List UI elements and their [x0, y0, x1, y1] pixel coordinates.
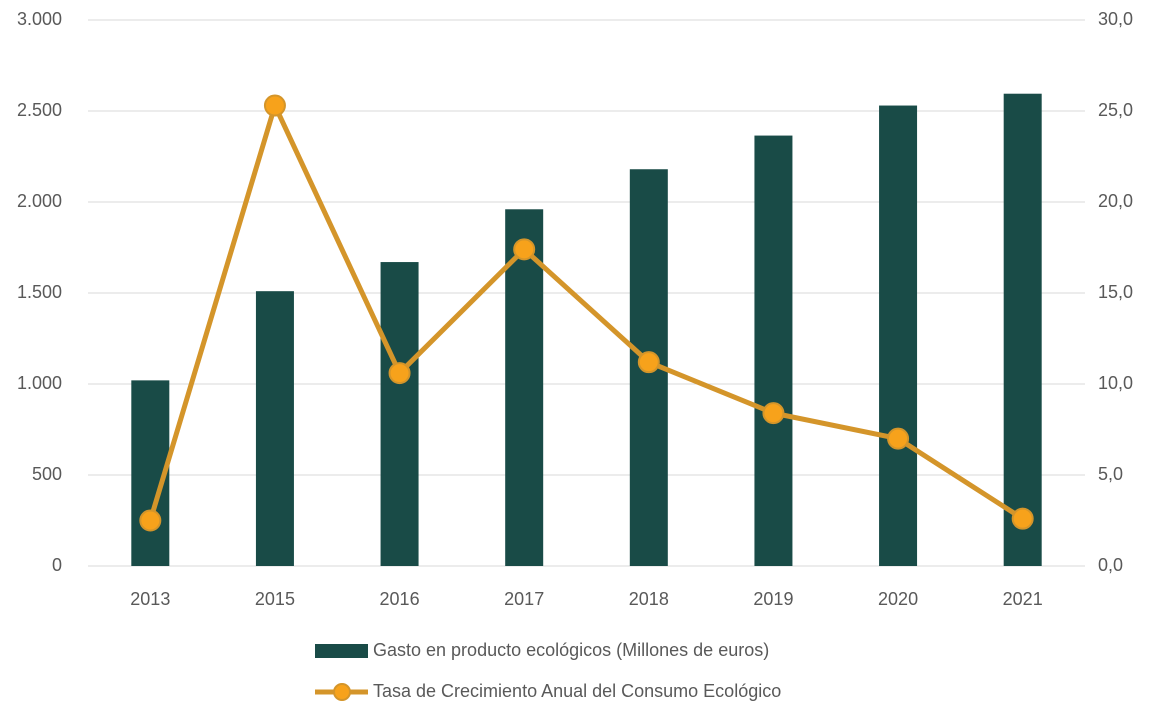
legend-marker [333, 683, 351, 701]
y-tick-label: 1.500 [17, 282, 62, 302]
x-tick-label: 2017 [504, 589, 544, 609]
line-marker [388, 362, 411, 385]
y2-tick-label: 25,0 [1098, 100, 1133, 120]
x-tick-label: 2019 [753, 589, 793, 609]
bar [1003, 93, 1042, 567]
bar [879, 105, 918, 566]
y2-tick-label: 15,0 [1098, 282, 1133, 302]
y-tick-label: 3.000 [17, 9, 62, 29]
y-tick-label: 500 [32, 464, 62, 484]
x-tick-label: 2013 [130, 589, 170, 609]
y2-tick-label: 10,0 [1098, 373, 1133, 393]
line-marker [637, 351, 660, 374]
y-tick-label: 2.000 [17, 191, 62, 211]
legend-swatch [315, 644, 368, 658]
y-tick-label: 2.500 [17, 100, 62, 120]
x-tick-label: 2015 [255, 589, 295, 609]
y2-tick-label: 5,0 [1098, 464, 1123, 484]
y2-tick-label: 0,0 [1098, 555, 1123, 575]
bar [255, 291, 294, 566]
y2-tick-label: 20,0 [1098, 191, 1133, 211]
line-marker [887, 427, 910, 450]
y2-tick-label: 30,0 [1098, 9, 1133, 29]
line-marker [263, 94, 286, 117]
x-tick-label: 2016 [380, 589, 420, 609]
y-tick-label: 1.000 [17, 373, 62, 393]
bar [754, 135, 793, 566]
line-marker [513, 238, 536, 261]
line-marker [1011, 507, 1034, 530]
line-marker [762, 402, 785, 425]
legend-label: Tasa de Crecimiento Anual del Consumo Ec… [373, 681, 781, 701]
y-tick-label: 0 [52, 555, 62, 575]
bar [505, 209, 544, 566]
x-tick-label: 2021 [1003, 589, 1043, 609]
bar [380, 262, 419, 566]
line-marker [139, 509, 162, 532]
line [147, 103, 1025, 522]
legend-label: Gasto en producto ecológicos (Millones d… [373, 640, 769, 660]
x-tick-label: 2020 [878, 589, 918, 609]
x-tick-label: 2018 [629, 589, 669, 609]
